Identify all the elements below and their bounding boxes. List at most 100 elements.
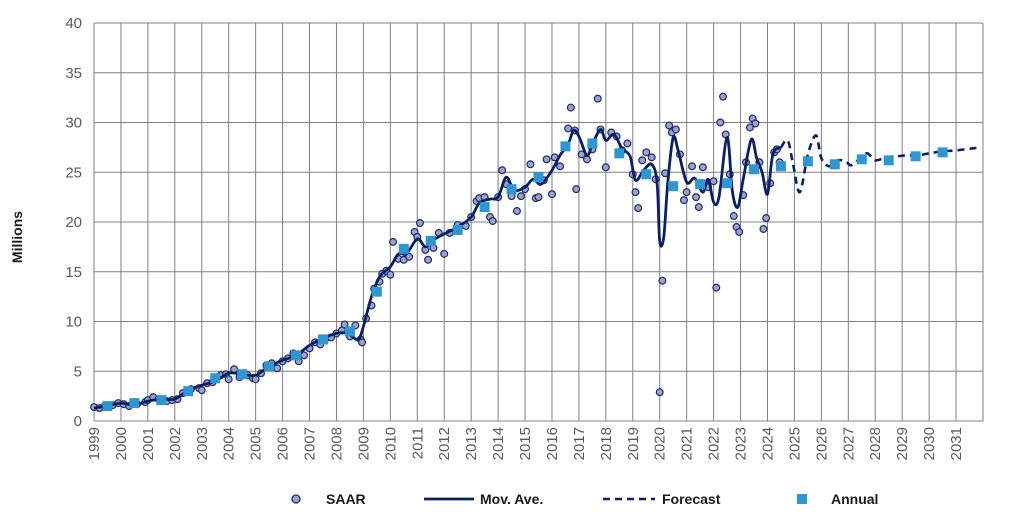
x-tick-label: 2011 (409, 427, 426, 459)
annual-point (452, 224, 463, 235)
annual-point (802, 156, 813, 167)
annual-point (668, 181, 679, 192)
annual-point (210, 373, 221, 384)
annual-point (614, 148, 625, 159)
y-tick-label: 20 (65, 214, 82, 231)
saar-point (698, 163, 707, 172)
annual-point (641, 169, 652, 180)
x-tick-label: 2030 (921, 427, 938, 460)
x-tick-label: 2025 (786, 427, 803, 460)
saar-point (759, 224, 768, 233)
saar-point (512, 207, 521, 216)
saar-point (694, 203, 703, 212)
annual-point (587, 138, 598, 149)
x-tick-label: 2027 (840, 427, 857, 460)
legend-annual-marker (797, 494, 807, 504)
x-tick-label: 2002 (167, 427, 184, 460)
x-tick-label: 1999 (86, 427, 103, 460)
x-tick-label: 2019 (625, 427, 642, 460)
saar-point (682, 188, 691, 197)
x-tick-label: 2022 (706, 427, 723, 460)
saar-point (386, 270, 395, 279)
saar-point (692, 193, 701, 202)
saar-point (593, 94, 602, 103)
annual-point (291, 350, 302, 361)
grid (93, 22, 984, 422)
saar-point (516, 192, 525, 201)
saar-point (273, 364, 282, 373)
saar-point (582, 155, 591, 164)
x-tick-label: 2018 (598, 427, 615, 460)
x-tick-label: 2004 (221, 427, 238, 460)
x-tick-label: 2009 (355, 427, 372, 460)
x-tick-label: 2013 (463, 427, 480, 460)
annual-point (883, 155, 894, 166)
saar-point (424, 255, 433, 264)
x-tick-label: 2001 (140, 427, 157, 460)
x-tick-label: 2007 (302, 427, 319, 460)
annual-point (695, 179, 706, 190)
annual-point (317, 334, 328, 345)
x-tick-label: 2028 (867, 427, 884, 460)
x-tick-label: 2003 (194, 427, 211, 460)
saar-point (534, 193, 543, 202)
saar-point (679, 196, 688, 205)
saar-point (634, 204, 643, 213)
saar-point (712, 283, 721, 292)
annual-point (560, 141, 571, 152)
x-tick-label: 2031 (948, 427, 965, 460)
y-axis-label: Millions (9, 211, 25, 263)
saar-point (358, 338, 367, 347)
y-tick-label: 5 (74, 363, 82, 380)
legend-label: Mov. Ave. (480, 491, 543, 507)
saar-point (642, 148, 651, 157)
saar-point (665, 121, 674, 130)
annual-point (722, 178, 733, 189)
saar-point (745, 123, 754, 132)
saar-point (716, 118, 725, 127)
saar-point (197, 386, 206, 395)
saar-point (566, 103, 575, 112)
x-tick-label: 2014 (490, 427, 507, 460)
annual-point (775, 161, 786, 172)
saar-point (340, 320, 349, 329)
x-tick-label: 2024 (759, 427, 776, 460)
legend-label: SAAR (326, 491, 366, 507)
saar-point (440, 249, 449, 258)
x-tick-label: 2000 (113, 427, 130, 460)
annual-point (856, 154, 867, 165)
legend-label: Forecast (662, 491, 721, 507)
annual-point (749, 164, 760, 175)
annual-point (425, 235, 436, 246)
saar-point (751, 119, 760, 128)
mov-ave-line (93, 128, 782, 410)
x-tick-label: 2023 (733, 427, 750, 460)
saar-point (729, 212, 738, 221)
annual-point (371, 286, 382, 297)
legend: SAAR Mov. Ave. Forecast Annual (291, 491, 878, 507)
saar-point (224, 375, 233, 384)
x-tick-label: 2005 (248, 427, 265, 460)
annual-point (156, 395, 167, 406)
annual-point (479, 202, 490, 213)
y-tick-label: 15 (65, 264, 82, 281)
x-tick-label: 2026 (813, 427, 830, 460)
legend-label: Annual (831, 491, 878, 507)
x-tick-label: 2012 (436, 427, 453, 460)
saar-point (658, 276, 667, 285)
annual-point (829, 159, 840, 170)
annual-point (344, 326, 355, 337)
saar-point (547, 190, 556, 199)
saar-point (688, 162, 697, 171)
annual-point (937, 147, 948, 158)
x-tick-label: 2015 (517, 427, 534, 460)
annual-point (237, 369, 248, 380)
y-tick-label: 30 (65, 115, 82, 132)
saar-point (655, 388, 664, 397)
saar-point (389, 237, 398, 246)
saar-point (647, 153, 656, 162)
saar-point (488, 217, 497, 226)
x-tick-label: 2021 (679, 427, 696, 460)
annual-point (102, 401, 113, 412)
